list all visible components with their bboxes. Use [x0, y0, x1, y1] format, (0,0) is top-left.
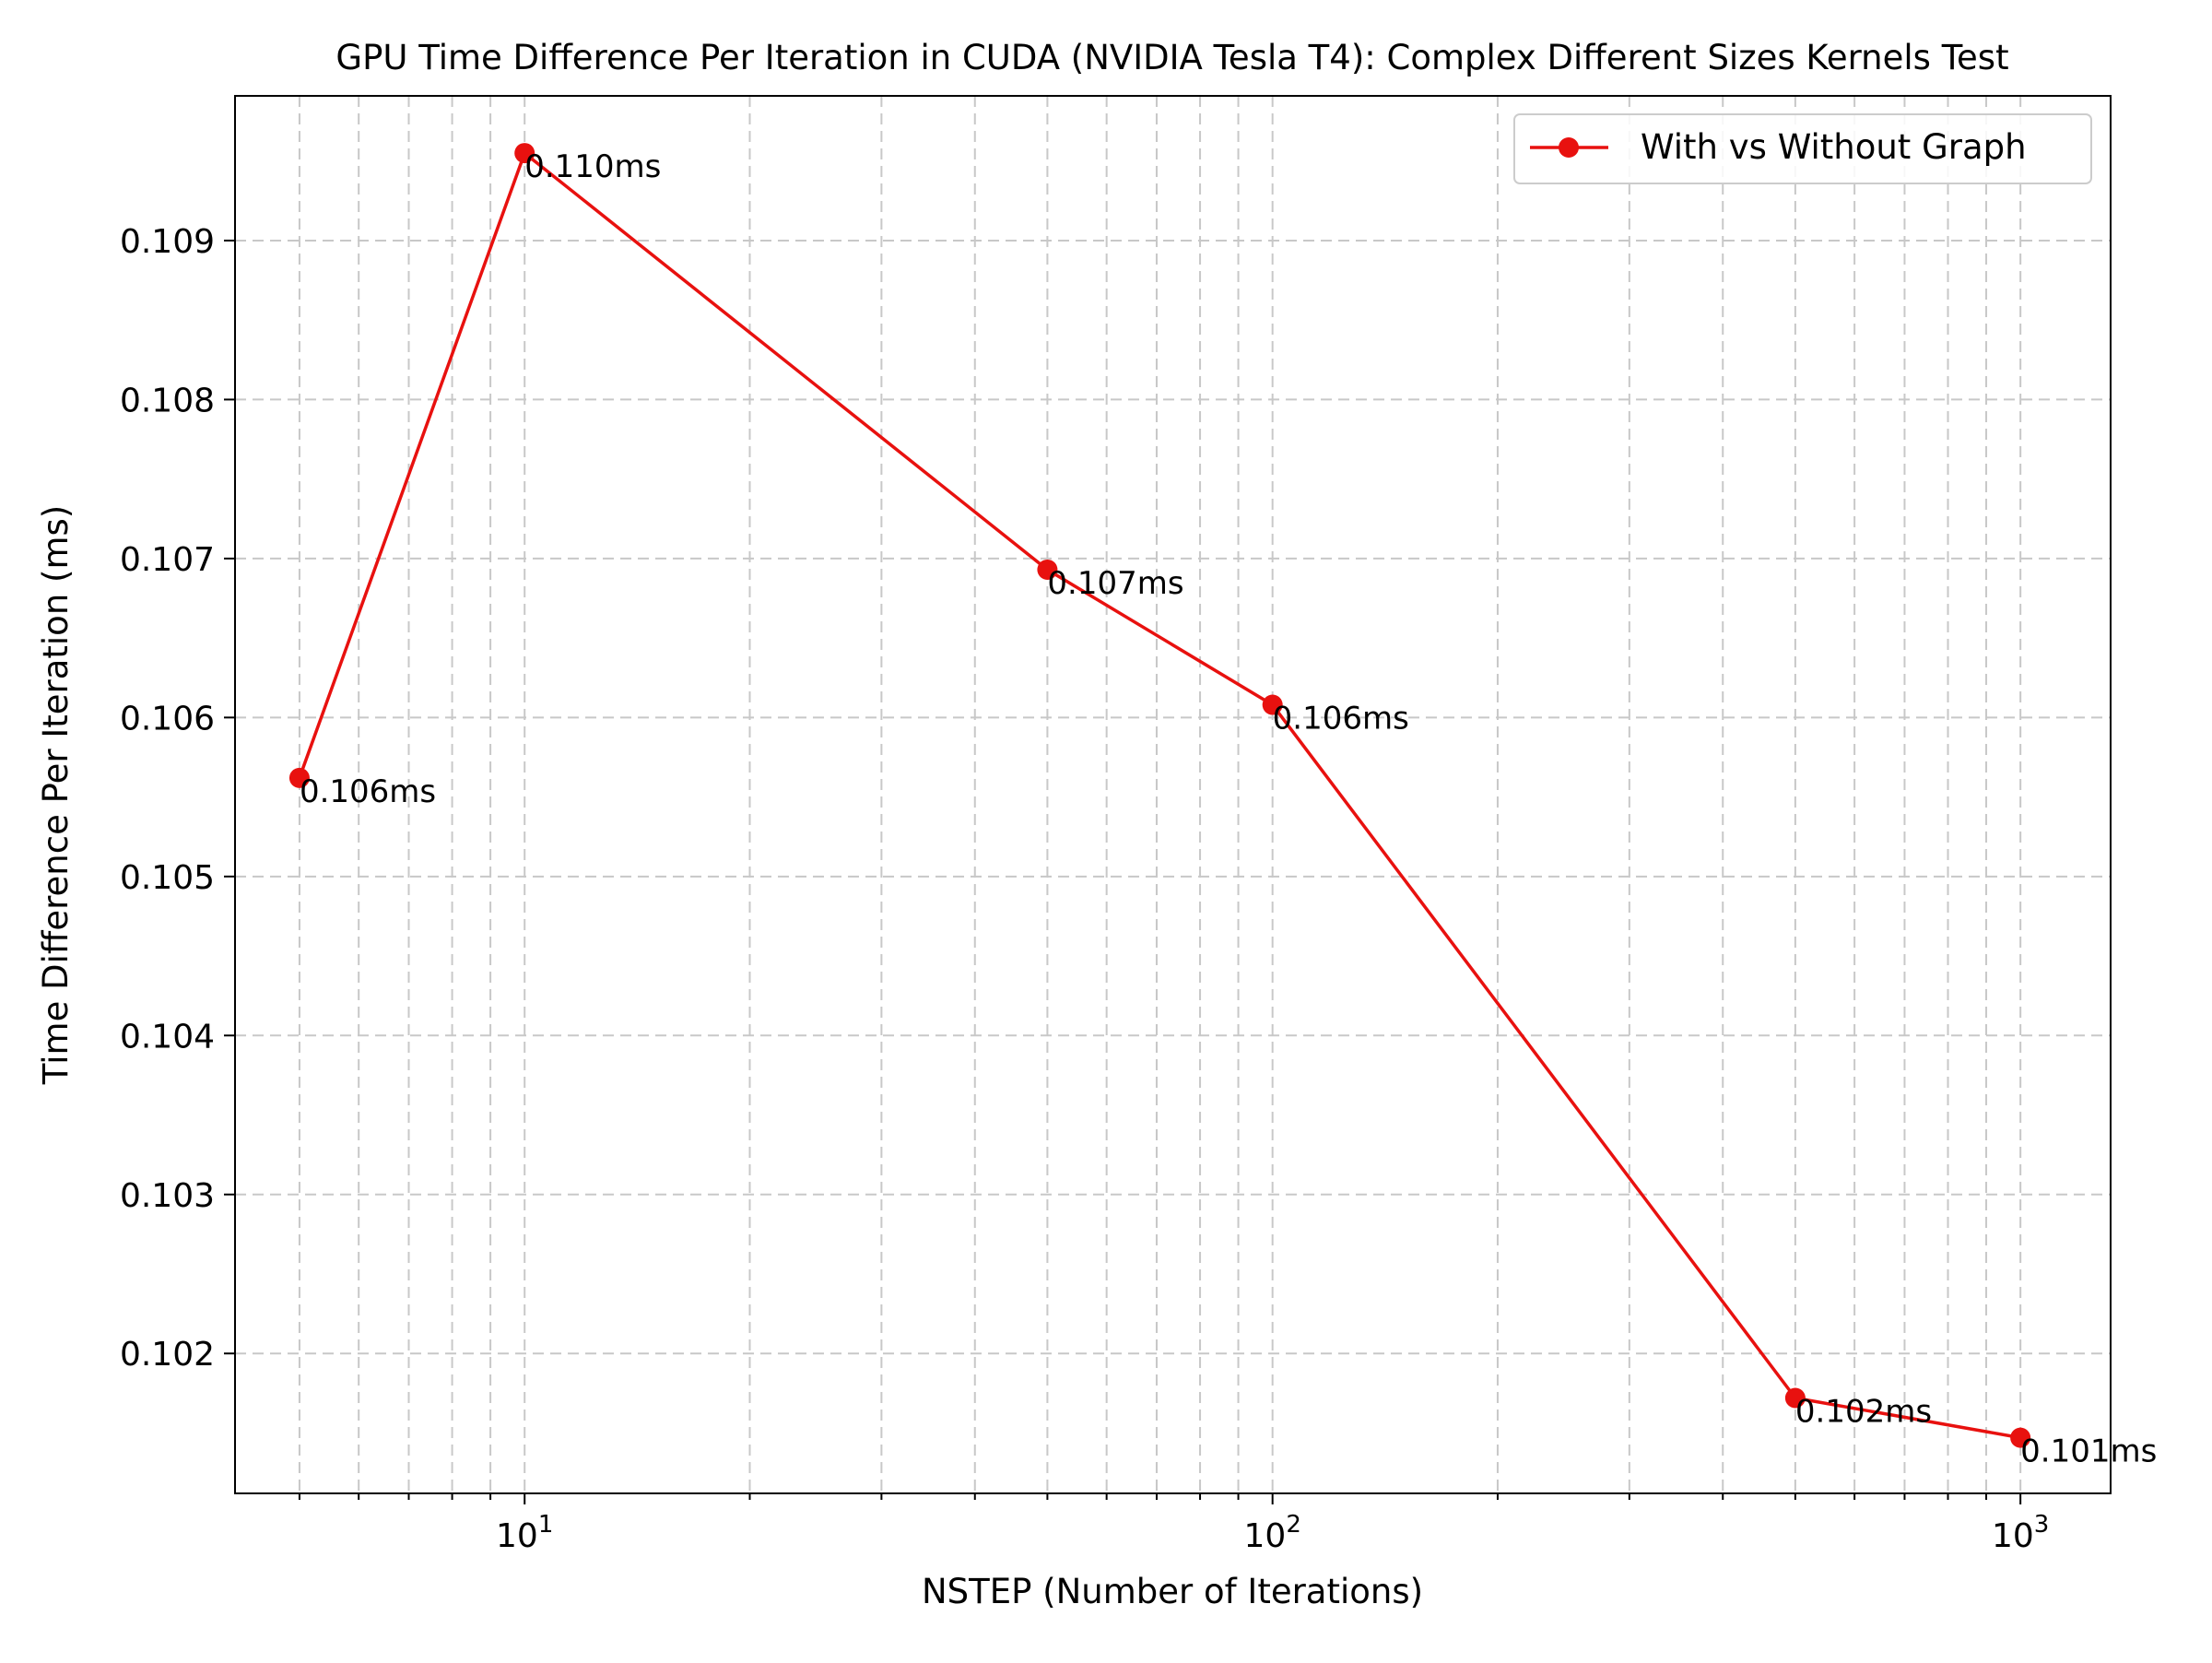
data-point-marker [514, 143, 535, 164]
data-point-label: 0.110ms [524, 148, 661, 185]
y-tick-label: 0.105 [120, 859, 215, 897]
x-tick-label: 103 [1992, 1511, 2049, 1555]
data-point-label: 0.102ms [1795, 1394, 1932, 1431]
y-tick-label: 0.108 [120, 382, 215, 419]
legend-marker-icon [1559, 137, 1579, 158]
y-tick-label: 0.103 [120, 1177, 215, 1215]
data-point-label: 0.106ms [1273, 701, 1409, 737]
axis-labels: 0.102 0.103 0.104 0.105 0.106 0.107 0.108 0.109… [120, 148, 2157, 1555]
data-point-label: 0.107ms [1047, 565, 1183, 602]
plot-frame [234, 95, 2112, 1494]
data-series [288, 143, 2031, 1448]
data-point-label: 0.101ms [2020, 1433, 2157, 1470]
legend: With vs Without Graph [1513, 113, 2092, 184]
legend-box [1513, 113, 2092, 184]
y-tick-label: 0.107 [120, 541, 215, 579]
y-tick-label: 0.109 [120, 223, 215, 261]
series-line [298, 151, 2021, 1440]
data-point-marker [1784, 1387, 1806, 1409]
chart-title: GPU Time Difference Per Iteration in CUD… [335, 38, 2008, 77]
data-point-marker [1262, 694, 1283, 715]
legend-entry-label: With vs Without Graph [1641, 127, 2027, 167]
x-axis-label: NSTEP (Number of Iterations) [922, 1572, 1423, 1611]
data-point-marker [288, 767, 310, 788]
grid-lines [235, 96, 2111, 1493]
y-tick-label: 0.106 [120, 700, 215, 737]
x-tick-label: 102 [1244, 1511, 1301, 1555]
data-point-marker [1037, 559, 1058, 580]
y-axis-label: Time Difference Per Iteration (ms) [36, 505, 76, 1085]
y-tick-label: 0.104 [120, 1018, 215, 1056]
data-point-label: 0.106ms [300, 773, 436, 810]
axis-ticks [224, 239, 2022, 1504]
x-tick-label: 101 [496, 1511, 553, 1555]
data-point-marker [2010, 1427, 2031, 1448]
y-tick-label: 0.102 [120, 1336, 215, 1374]
